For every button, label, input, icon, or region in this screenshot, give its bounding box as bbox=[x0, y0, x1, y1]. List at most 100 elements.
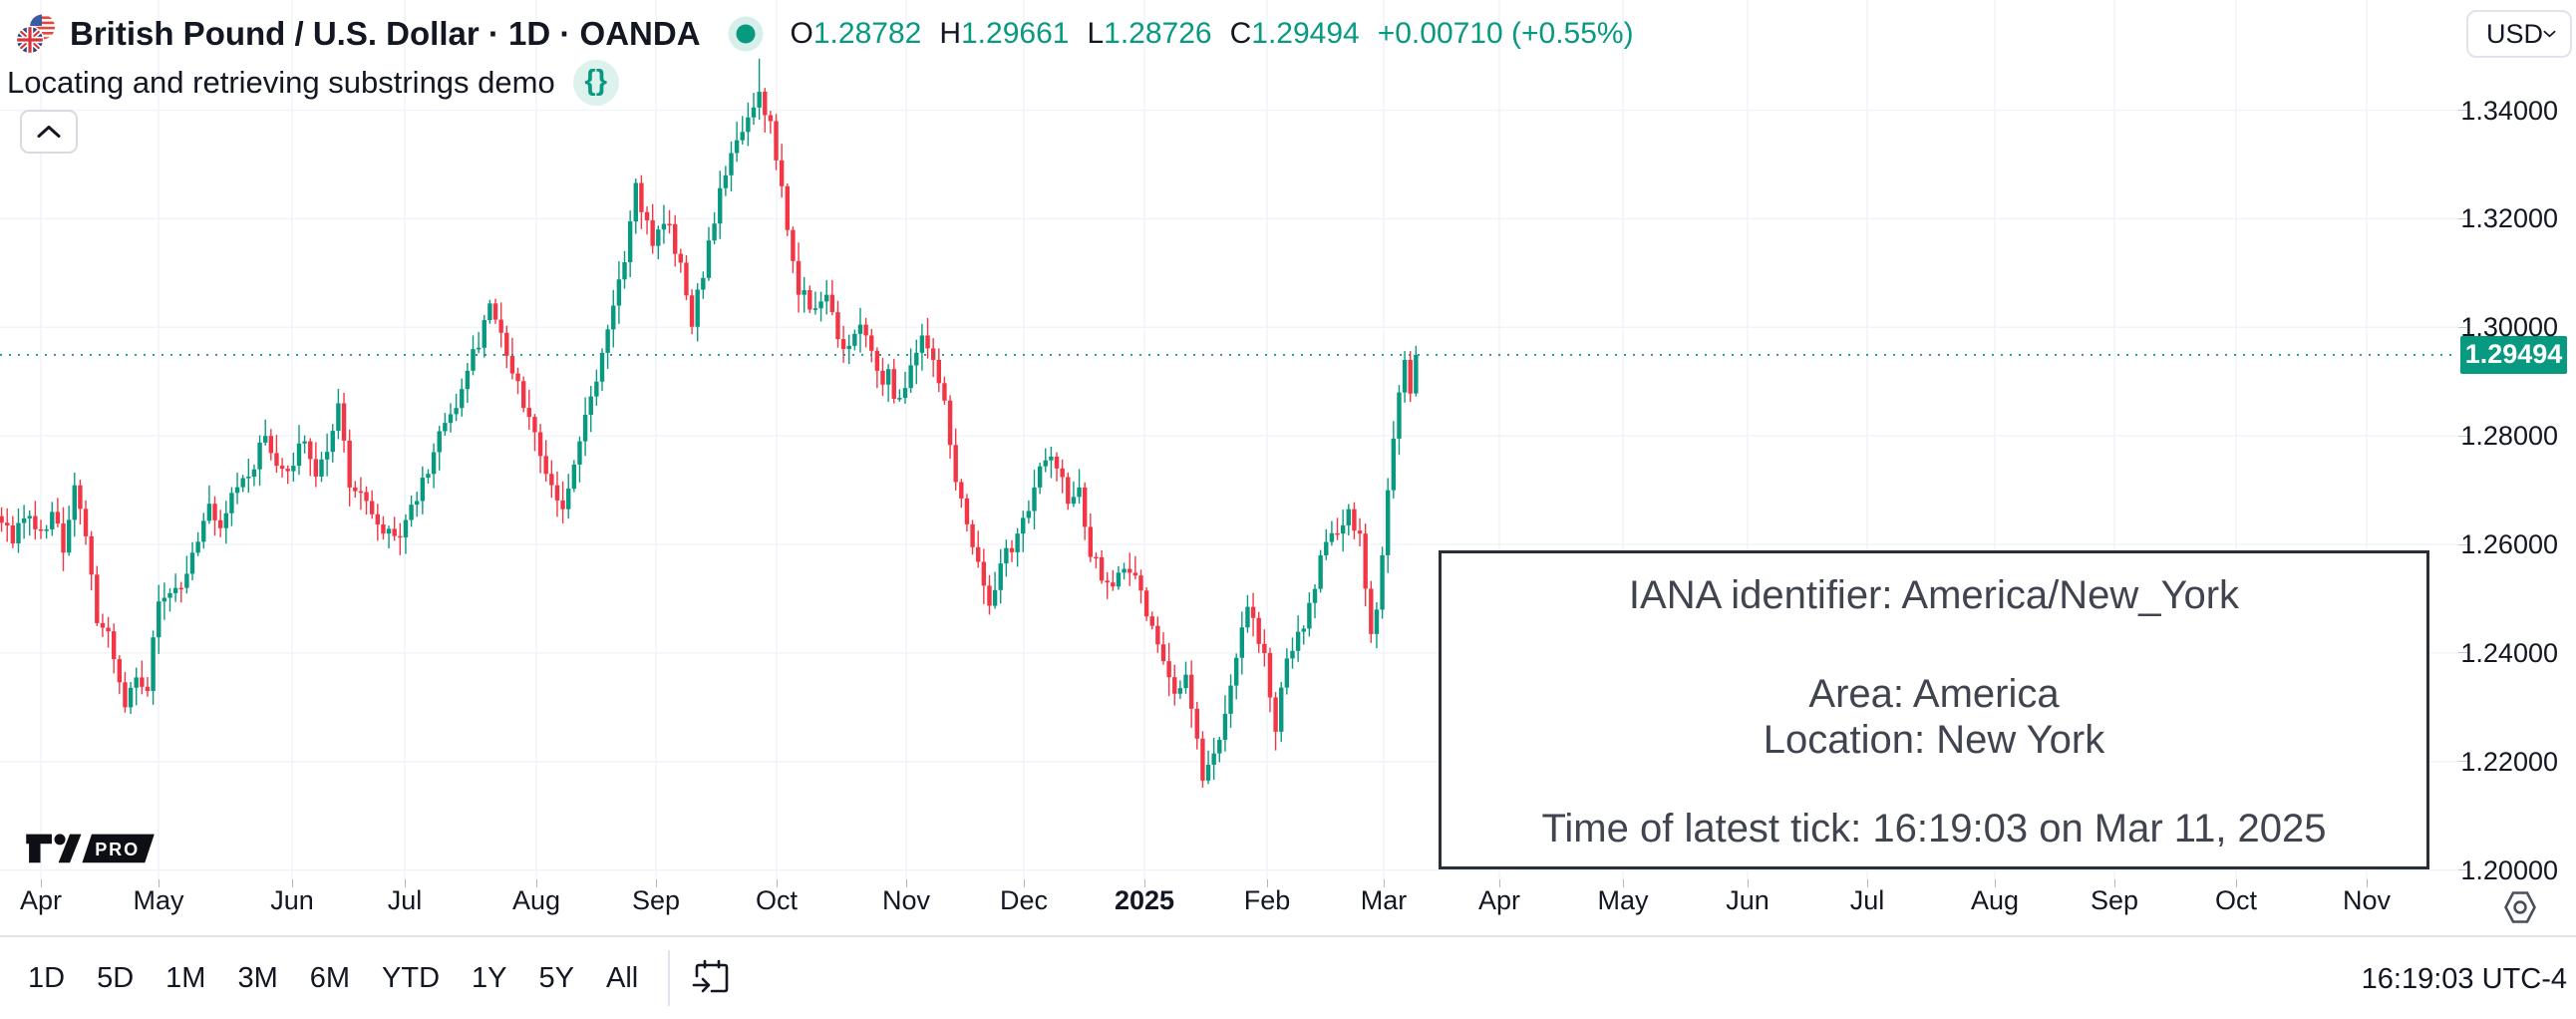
candle bbox=[1122, 562, 1127, 580]
candle bbox=[1116, 565, 1122, 590]
candle bbox=[774, 114, 779, 170]
candle bbox=[577, 436, 582, 483]
go-to-date-button[interactable] bbox=[684, 954, 738, 1002]
candle bbox=[78, 480, 83, 524]
time-axis-label: Aug bbox=[511, 885, 561, 915]
high-label: H bbox=[939, 17, 961, 50]
candle bbox=[981, 548, 987, 604]
time-axis-tick bbox=[159, 879, 160, 887]
time-axis-label: Jun bbox=[1726, 885, 1770, 915]
range-button-3m[interactable]: 3M bbox=[221, 954, 293, 1003]
candle bbox=[976, 530, 981, 568]
candle bbox=[930, 338, 936, 378]
candle bbox=[302, 435, 307, 454]
candle bbox=[1009, 539, 1015, 562]
candle bbox=[712, 211, 717, 245]
currency-select-button[interactable]: USD bbox=[2466, 10, 2572, 58]
candle bbox=[537, 424, 543, 474]
candle bbox=[487, 299, 492, 324]
tradingview-pro-logo[interactable]: PRO bbox=[22, 828, 160, 872]
candle bbox=[178, 581, 183, 603]
range-switcher: 1D 5D 1M 3M 6M YTD 1Y 5Y All bbox=[12, 954, 654, 1003]
candle bbox=[1054, 452, 1060, 482]
range-button-6m[interactable]: 6M bbox=[294, 954, 366, 1003]
chart-plot-area[interactable]: Apr May Jun Jul Aug Sep Oct Nov Dec 2025 Feb Mar Apr… bbox=[0, 0, 2458, 935]
clock-timezone[interactable]: 16:19:03 UTC-4 bbox=[2361, 962, 2567, 995]
candle bbox=[768, 111, 774, 135]
candle bbox=[460, 378, 465, 417]
candle bbox=[1211, 737, 1216, 781]
candle bbox=[588, 386, 593, 433]
candle bbox=[992, 571, 998, 609]
time-axis-label: Jun bbox=[270, 885, 314, 915]
candle bbox=[1307, 592, 1312, 637]
time-axis-label: Nov bbox=[881, 885, 931, 915]
candle bbox=[1391, 421, 1397, 499]
candle bbox=[1188, 660, 1194, 728]
collapse-panel-button[interactable] bbox=[20, 110, 78, 154]
candle bbox=[217, 510, 223, 537]
candle bbox=[1222, 695, 1228, 752]
time-axis-label: Mar bbox=[1360, 885, 1408, 915]
candle bbox=[661, 204, 667, 244]
symbol-header: British Pound / U.S. Dollar · 1D · OANDA… bbox=[16, 8, 1634, 60]
candle bbox=[902, 371, 908, 404]
candle bbox=[1183, 661, 1188, 694]
candle bbox=[369, 490, 375, 519]
candle bbox=[1346, 504, 1351, 536]
candle bbox=[5, 508, 10, 542]
candle bbox=[21, 505, 27, 539]
candle bbox=[914, 339, 919, 385]
candle bbox=[1273, 692, 1278, 751]
candle bbox=[840, 325, 846, 363]
symbol-title[interactable]: British Pound / U.S. Dollar · 1D · OANDA bbox=[70, 15, 701, 52]
candle bbox=[246, 459, 251, 494]
candle bbox=[549, 460, 554, 499]
candle bbox=[16, 509, 21, 553]
candle bbox=[582, 397, 588, 457]
close-label: C bbox=[1229, 17, 1252, 50]
candle bbox=[796, 242, 802, 313]
price-axis-tick bbox=[2458, 543, 2467, 545]
time-axis-tick bbox=[1623, 879, 1624, 887]
candle bbox=[532, 414, 537, 452]
market-status-dot-icon[interactable] bbox=[727, 15, 765, 53]
candle bbox=[1200, 731, 1205, 788]
candle bbox=[919, 323, 925, 371]
candle bbox=[274, 435, 279, 474]
candle bbox=[1194, 701, 1199, 750]
candle bbox=[426, 469, 431, 485]
range-button-all[interactable]: All bbox=[590, 954, 654, 1003]
range-button-5y[interactable]: 5Y bbox=[523, 954, 590, 1003]
candle bbox=[206, 485, 212, 524]
range-button-1d[interactable]: 1D bbox=[12, 954, 81, 1003]
candle bbox=[509, 337, 515, 380]
range-button-1m[interactable]: 1M bbox=[150, 954, 221, 1003]
candle bbox=[201, 512, 206, 549]
candle bbox=[1015, 527, 1020, 567]
indicator-title[interactable]: Locating and retrieving substrings demo bbox=[7, 65, 555, 100]
candle bbox=[189, 541, 195, 581]
time-axis-label: Oct bbox=[2214, 885, 2258, 915]
candle bbox=[223, 501, 228, 544]
candle bbox=[639, 174, 644, 229]
range-button-1y[interactable]: 1Y bbox=[456, 954, 522, 1003]
candle bbox=[1352, 502, 1357, 539]
candle bbox=[61, 507, 66, 571]
candle bbox=[751, 93, 757, 126]
candle bbox=[392, 516, 397, 541]
candle bbox=[1279, 681, 1284, 743]
price-axis[interactable]: 1.29494 1.34000 1.32000 1.30000 1.28000 1.26… bbox=[2458, 0, 2576, 935]
candle bbox=[431, 443, 437, 489]
source-code-braces-icon[interactable]: {} bbox=[572, 60, 619, 106]
candle bbox=[1335, 517, 1340, 540]
candle bbox=[1026, 500, 1032, 524]
candle bbox=[543, 440, 548, 483]
time-axis-label: May bbox=[1597, 885, 1649, 915]
candle bbox=[970, 519, 975, 555]
range-button-ytd[interactable]: YTD bbox=[366, 954, 456, 1003]
candle bbox=[89, 530, 94, 591]
range-button-5d[interactable]: 5D bbox=[81, 954, 150, 1003]
hexagon-eye-icon[interactable] bbox=[2500, 889, 2540, 925]
time-axis-tick bbox=[1499, 879, 1500, 887]
